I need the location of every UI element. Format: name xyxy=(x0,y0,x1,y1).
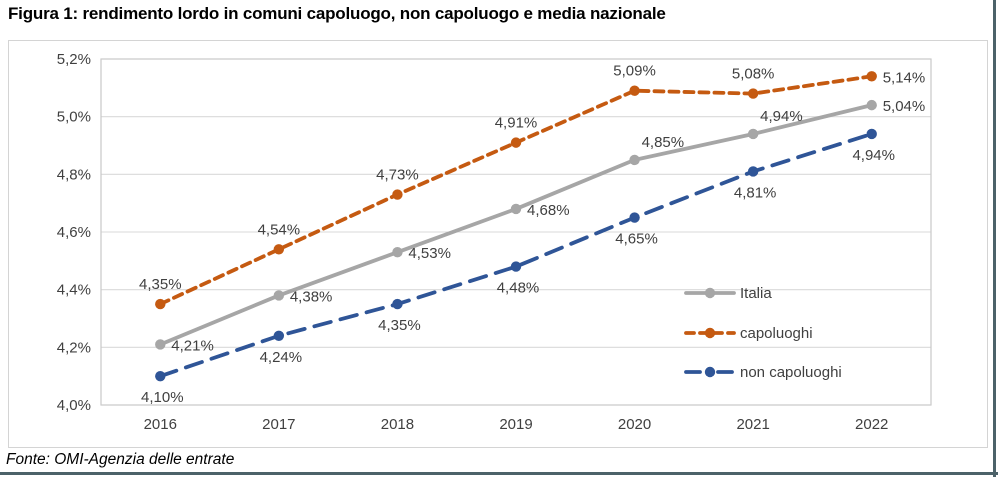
data-point-capoluoghi xyxy=(747,88,759,99)
data-point-capoluoghi xyxy=(510,137,522,148)
y-axis-tick-label: 4,0% xyxy=(57,397,91,414)
data-label-italia: 4,21% xyxy=(171,337,214,354)
data-point-italia xyxy=(866,99,877,111)
y-axis-tick-label: 4,4% xyxy=(57,282,91,299)
y-axis-tick-label: 4,8% xyxy=(57,166,91,183)
data-label-italia: 4,85% xyxy=(642,134,685,151)
x-axis-tick-label: 2022 xyxy=(855,416,888,433)
data-point-capoluoghi xyxy=(866,71,877,82)
source-note: Fonte: OMI-Agenzia delle entrate xyxy=(6,451,235,468)
data-label-italia: 4,53% xyxy=(408,245,451,262)
data-point-italia xyxy=(155,339,166,350)
data-point-non-capoluoghi xyxy=(392,298,403,310)
data-label-capoluoghi: 5,14% xyxy=(883,69,926,86)
y-axis-tick-label: 4,2% xyxy=(57,339,91,356)
data-label-italia: 4,94% xyxy=(760,108,803,125)
data-point-italia xyxy=(273,290,285,301)
chart-frame: 4,0% 4,2% 4,4% 4,6% 4,8% 5,0% 5,2% 2016 2017 2018… xyxy=(8,40,988,448)
data-point-capoluoghi xyxy=(273,244,285,255)
x-axis-tick-label: 2019 xyxy=(499,416,532,433)
data-point-italia xyxy=(629,154,640,166)
data-point-capoluoghi xyxy=(155,298,166,310)
data-label-italia: 5,04% xyxy=(883,98,926,115)
legend-marker-capoluoghi xyxy=(704,327,716,339)
y-axis-tick-label: 5,0% xyxy=(57,109,91,126)
data-label-capoluoghi: 4,35% xyxy=(139,276,182,293)
data-point-italia xyxy=(510,203,522,215)
data-label-capoluoghi: 5,09% xyxy=(613,63,656,80)
x-axis-tick-label: 2020 xyxy=(618,416,651,433)
data-label-non-capoluoghi: 4,48% xyxy=(497,280,540,297)
x-axis-tick-label: 2021 xyxy=(736,416,769,433)
data-point-capoluoghi xyxy=(392,189,403,200)
data-point-non-capoluoghi xyxy=(510,261,522,272)
data-label-capoluoghi: 4,54% xyxy=(258,221,301,238)
legend-marker-non-capoluoghi xyxy=(704,366,716,378)
data-label-non-capoluoghi: 4,24% xyxy=(260,349,303,366)
y-axis-tick-label: 4,6% xyxy=(57,224,91,241)
x-axis-tick-label: 2016 xyxy=(144,416,177,433)
data-label-non-capoluoghi: 4,65% xyxy=(615,231,658,248)
data-point-non-capoluoghi xyxy=(273,330,285,341)
data-point-italia xyxy=(392,246,403,258)
data-label-capoluoghi: 4,91% xyxy=(495,115,538,132)
page-bottom-rule xyxy=(0,472,998,475)
legend-marker-italia xyxy=(704,287,716,299)
data-label-non-capoluoghi: 4,94% xyxy=(852,147,895,164)
data-point-non-capoluoghi xyxy=(629,212,640,223)
data-point-italia xyxy=(747,128,759,140)
data-label-capoluoghi: 5,08% xyxy=(732,66,775,83)
data-label-italia: 4,68% xyxy=(527,202,570,219)
legend-label-italia: Italia xyxy=(740,285,772,302)
data-label-italia: 4,38% xyxy=(290,288,333,305)
legend-label-non-capoluoghi: non capoluoghi xyxy=(740,364,842,381)
data-point-non-capoluoghi xyxy=(155,370,166,382)
data-label-non-capoluoghi: 4,81% xyxy=(734,184,777,201)
page-right-rule xyxy=(993,0,996,477)
line-chart: 4,0% 4,2% 4,4% 4,6% 4,8% 5,0% 5,2% 2016 2017 2018… xyxy=(57,51,932,433)
data-label-non-capoluoghi: 4,35% xyxy=(378,317,421,334)
data-label-capoluoghi: 4,73% xyxy=(376,167,419,184)
data-point-capoluoghi xyxy=(629,85,640,96)
x-axis-tick-label: 2017 xyxy=(262,416,295,433)
x-axis-tick-label: 2018 xyxy=(381,416,414,433)
figure-title: Figura 1: rendimento lordo in comuni cap… xyxy=(8,4,666,23)
data-point-non-capoluoghi xyxy=(866,128,877,140)
y-axis-tick-label: 5,2% xyxy=(57,51,91,68)
plot-border xyxy=(100,58,932,406)
data-point-non-capoluoghi xyxy=(747,166,759,177)
legend-label-capoluoghi: capoluoghi xyxy=(740,325,813,342)
data-label-non-capoluoghi: 4,10% xyxy=(141,389,184,406)
